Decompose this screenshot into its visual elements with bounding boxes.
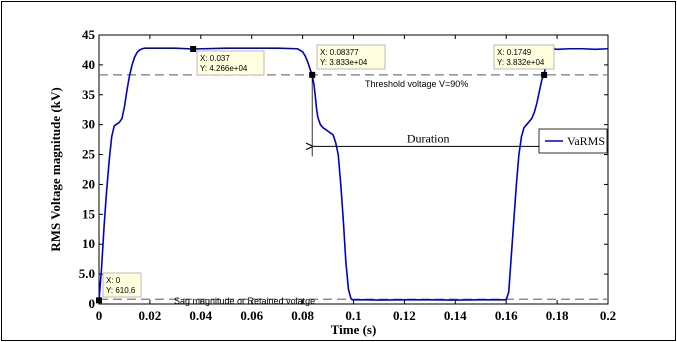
x-axis-title: Time (s): [331, 322, 377, 337]
y-tick-label: 10: [82, 236, 95, 251]
datatip-y-text: Y: 610.6: [106, 286, 136, 295]
x-tick-label: 0.04: [189, 308, 212, 323]
y-axis-title: RMS Voltage magnitude (kV): [48, 87, 63, 251]
datatip-x-text: X: 0.1749: [497, 48, 532, 57]
x-tick-label: 0.08: [291, 308, 314, 323]
datatip-box: [493, 44, 555, 70]
y-tick-label: 30: [82, 117, 95, 132]
datatip-marker: [541, 71, 548, 78]
series-line-varms: [98, 47, 609, 301]
x-tick-label: 0.12: [393, 308, 416, 323]
y-tick-label: 15: [82, 206, 96, 221]
datatip-y-text: Y: 3.833e+04: [320, 58, 368, 67]
x-tick-label: 0.02: [139, 308, 162, 323]
x-tick-label: 0: [96, 308, 103, 323]
duration-label: Duration: [407, 131, 450, 145]
y-tick-label: 25: [82, 147, 96, 162]
datatip-box: [316, 44, 386, 70]
datatip-x-text: X: 0.08377: [320, 48, 359, 57]
datatip-y-text: Y: 3.832e+04: [497, 58, 545, 67]
x-tick-label: 0.2: [600, 308, 616, 323]
y-tick-label: 5.0: [79, 266, 95, 281]
y-tick-label: 0: [89, 296, 96, 311]
datatip-box: [102, 272, 142, 298]
y-tick-label: 35: [82, 87, 96, 102]
y-tick-label: 20: [82, 176, 95, 191]
legend-label-varms: VaRMS: [567, 134, 605, 148]
x-tick-label: 0.1: [345, 308, 361, 323]
plot-area: [98, 34, 609, 305]
datatip-y-text: Y: 4.266e+04: [200, 64, 248, 73]
y-tick-label: 40: [82, 57, 95, 72]
datatip-marker: [96, 297, 102, 304]
x-tick-label: 0.16: [495, 308, 518, 323]
y-tick-label: 45: [82, 27, 96, 42]
datatip-marker: [190, 45, 197, 52]
datatip-x-text: X: 0.037: [200, 54, 230, 63]
threshold-label: Threshold voltage V=90%: [365, 79, 468, 89]
datatip-box: [196, 50, 265, 76]
datatip-marker: [309, 71, 316, 78]
datatip-x-text: X: 0: [106, 276, 121, 285]
x-tick-label: 0.06: [240, 308, 263, 323]
x-tick-label: 0.14: [444, 308, 467, 323]
sag-magnitude-label: Sag magnitude or Retained volatge: [174, 296, 315, 306]
x-tick-label: 0.18: [546, 308, 569, 323]
